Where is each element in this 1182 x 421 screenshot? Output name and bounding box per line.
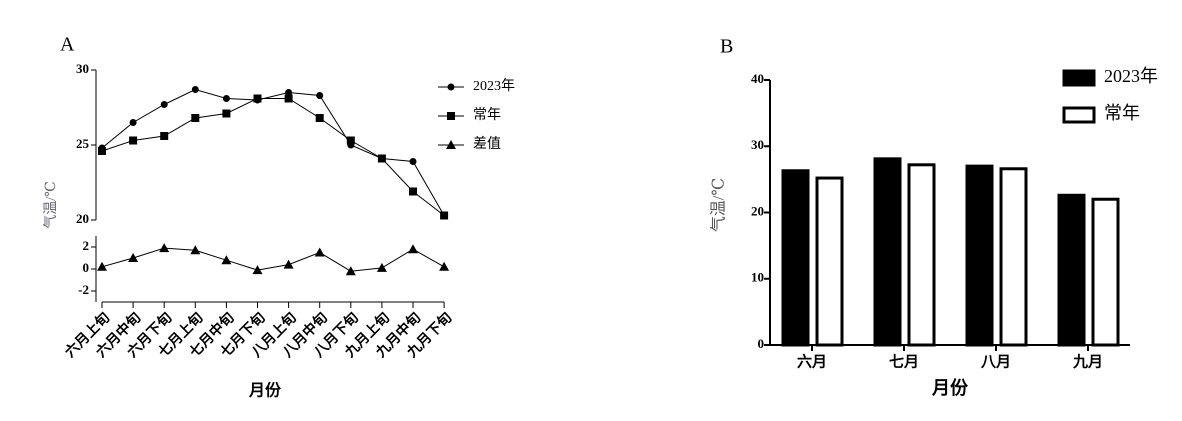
marker (128, 253, 139, 262)
y-axis-label: 气温/℃ (710, 178, 728, 232)
marker (159, 243, 170, 253)
marker (221, 255, 232, 265)
y-tick-label: 40 (751, 71, 764, 86)
y-tick-label: 30 (76, 61, 89, 76)
marker (409, 158, 417, 165)
marker (160, 101, 168, 108)
x-axis-label: 月份 (931, 377, 969, 398)
marker (345, 266, 356, 276)
marker (314, 247, 325, 257)
marker (129, 136, 138, 145)
marker (283, 259, 294, 269)
y2-tick-label: 0 (83, 260, 90, 275)
panel-label: B (720, 36, 733, 58)
marker (447, 112, 455, 120)
marker (191, 86, 199, 93)
bar (999, 167, 1028, 347)
y-tick-label: 10 (751, 270, 764, 285)
marker (222, 95, 230, 102)
marker (316, 92, 324, 99)
marker (315, 114, 324, 122)
bar (815, 176, 844, 347)
y-axis-label: 气温/℃ (43, 181, 59, 229)
marker (98, 147, 106, 155)
marker (285, 89, 293, 96)
panel-label: A (60, 34, 75, 56)
marker (160, 132, 169, 140)
series-line (101, 88, 445, 216)
legend-label: 常年 (1104, 103, 1140, 123)
x-tick-label: 九月 (1072, 352, 1103, 370)
x-tick-label: 六月 (797, 352, 827, 370)
marker (439, 261, 450, 271)
marker (222, 109, 231, 118)
marker (253, 94, 262, 103)
legend-swatch (1062, 106, 1096, 124)
marker (190, 245, 201, 255)
marker (129, 119, 137, 126)
y-tick-label: 20 (751, 203, 764, 218)
bar (907, 163, 936, 347)
x-tick-label: 八月 (980, 353, 1011, 370)
marker (97, 261, 107, 271)
legend-label: 2023年 (1104, 66, 1158, 86)
legend-label: 差值 (473, 136, 501, 152)
bar (1091, 197, 1120, 347)
legend-label: 常年 (473, 107, 501, 123)
x-axis-label: 月份 (248, 381, 282, 400)
legend-swatch (1062, 69, 1096, 87)
marker (346, 136, 355, 145)
marker (191, 114, 200, 122)
marker (440, 211, 449, 220)
y-tick-label: 20 (76, 211, 89, 226)
marker (409, 187, 417, 196)
bar (965, 164, 994, 347)
legend-label: 2023年 (473, 78, 515, 94)
marker (376, 262, 387, 272)
marker (408, 244, 418, 254)
marker (377, 154, 386, 163)
bar (1057, 193, 1086, 347)
marker (447, 83, 455, 91)
series-line (101, 98, 445, 216)
y2-tick-label: 2 (83, 238, 90, 253)
x-tick-label: 七月 (889, 353, 919, 370)
bar (873, 157, 902, 347)
y2-tick-label: -2 (78, 282, 89, 297)
y-tick-label: 30 (751, 137, 764, 152)
marker (446, 140, 456, 149)
marker (252, 265, 263, 275)
series-line (101, 247, 445, 272)
marker (284, 94, 293, 103)
y-tick-label: 25 (76, 136, 90, 151)
y-tick-label: 0 (758, 336, 765, 351)
bar (781, 169, 810, 347)
